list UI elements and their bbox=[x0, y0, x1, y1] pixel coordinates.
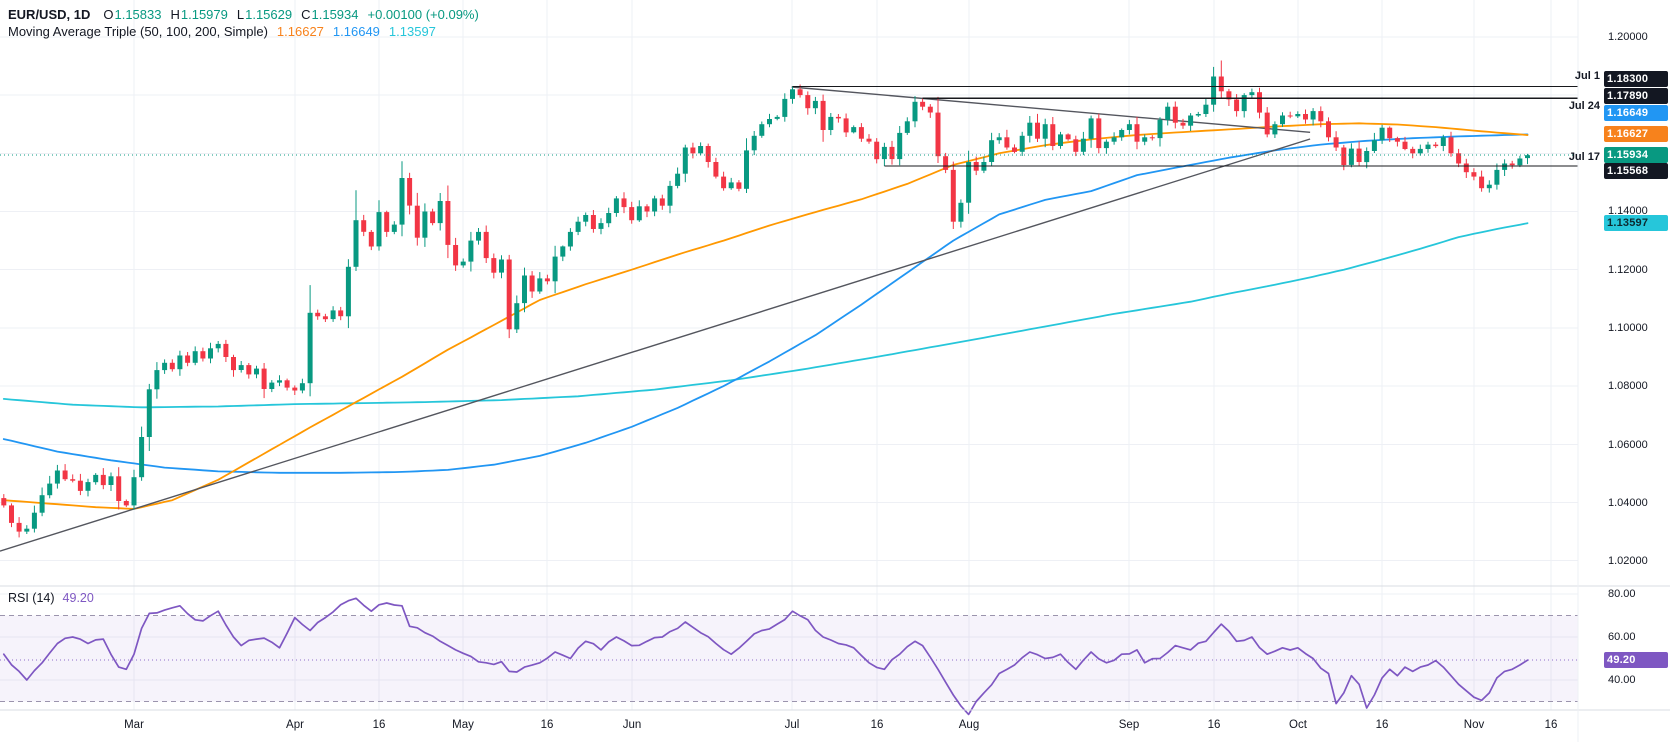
time-axis-label: Nov bbox=[1463, 719, 1485, 731]
ray-date-marker: Jul 1 bbox=[1574, 70, 1600, 82]
rsi-indicator-title[interactable]: RSI (14) bbox=[8, 591, 55, 605]
ma50-value: 1.16627 bbox=[276, 24, 324, 39]
time-axis-label: Sep bbox=[1118, 719, 1140, 731]
price-axis-label: 1.02000 bbox=[1608, 555, 1648, 567]
time-axis-label: 16 bbox=[1375, 719, 1389, 731]
time-axis-label: Oct bbox=[1289, 719, 1307, 731]
high-value: H 1.15979 bbox=[170, 7, 228, 22]
price-axis-label: 40.00 bbox=[1608, 674, 1636, 686]
low-value: L 1.15629 bbox=[236, 7, 293, 22]
price-badge: 1.18300 bbox=[1604, 71, 1668, 87]
rsi-value: 49.20 bbox=[62, 591, 94, 605]
time-axis-label: Jul bbox=[784, 719, 800, 731]
symbol-legend-row: EUR/USD, 1D O 1.15833 H 1.15979 L 1.15629 C… bbox=[8, 6, 479, 23]
ray-date-marker: Jul 24 bbox=[1568, 100, 1600, 112]
time-axis[interactable]: Mar Apr 16 May 16 Jun Jul 16 Aug Sep 16 Oct 16 Nov 16 bbox=[0, 710, 1670, 742]
price-axis-label: 1.06000 bbox=[1608, 439, 1648, 451]
ma100-value: 1.16649 bbox=[332, 24, 380, 39]
price-axis-label: 1.04000 bbox=[1608, 497, 1648, 509]
ma200-value: 1.13597 bbox=[388, 24, 436, 39]
close-value: C 1.15934 bbox=[301, 7, 359, 22]
price-axis-label: 1.20000 bbox=[1608, 31, 1648, 43]
time-axis-label: 16 bbox=[870, 719, 884, 731]
change-value: +0.00100 (+0.09%) bbox=[367, 7, 479, 22]
price-axis[interactable]: 1.20000 1.14000 1.12000 1.10000 1.08000 1.060… bbox=[1569, 0, 1670, 742]
open-value: O 1.15833 bbox=[103, 7, 162, 22]
time-axis-label: Mar bbox=[124, 719, 144, 731]
time-axis-label: 16 bbox=[1207, 719, 1221, 731]
time-axis-label: 16 bbox=[372, 719, 386, 731]
legend: EUR/USD, 1D O 1.15833 H 1.15979 L 1.15629 C… bbox=[8, 6, 479, 40]
price-badge: 1.13597 bbox=[1604, 215, 1668, 231]
price-axis-label: 80.00 bbox=[1608, 588, 1636, 600]
price-badge: 1.16649 bbox=[1604, 105, 1668, 121]
price-axis-label: 60.00 bbox=[1608, 631, 1636, 643]
time-axis-label: May bbox=[452, 719, 474, 731]
time-axis-label: 16 bbox=[1544, 719, 1558, 731]
time-axis-label: Aug bbox=[958, 719, 980, 731]
price-axis-label: 1.10000 bbox=[1608, 322, 1648, 334]
price-badge: 1.15934 bbox=[1604, 147, 1668, 163]
rsi-legend-row: RSI (14) 49.20 bbox=[8, 591, 94, 605]
price-badge: 1.15568 bbox=[1604, 163, 1668, 179]
ma-indicator-title[interactable]: Moving Average Triple (50, 100, 200, Sim… bbox=[8, 24, 268, 39]
price-axis-label: 1.14000 bbox=[1608, 205, 1648, 217]
price-badge: 1.16627 bbox=[1604, 126, 1668, 142]
price-axis-label: 1.08000 bbox=[1608, 380, 1648, 392]
time-axis-label: 16 bbox=[540, 719, 554, 731]
time-axis-label: Jun bbox=[622, 719, 642, 731]
ma-legend-row: Moving Average Triple (50, 100, 200, Sim… bbox=[8, 23, 479, 40]
price-badge: 49.20 bbox=[1604, 652, 1668, 668]
price-badge: 1.17890 bbox=[1604, 88, 1668, 104]
ray-date-marker: Jul 17 bbox=[1568, 151, 1600, 163]
symbol-title[interactable]: EUR/USD, 1D bbox=[8, 7, 91, 22]
time-axis-label: Apr bbox=[286, 719, 304, 731]
price-axis-label: 1.12000 bbox=[1608, 264, 1648, 276]
